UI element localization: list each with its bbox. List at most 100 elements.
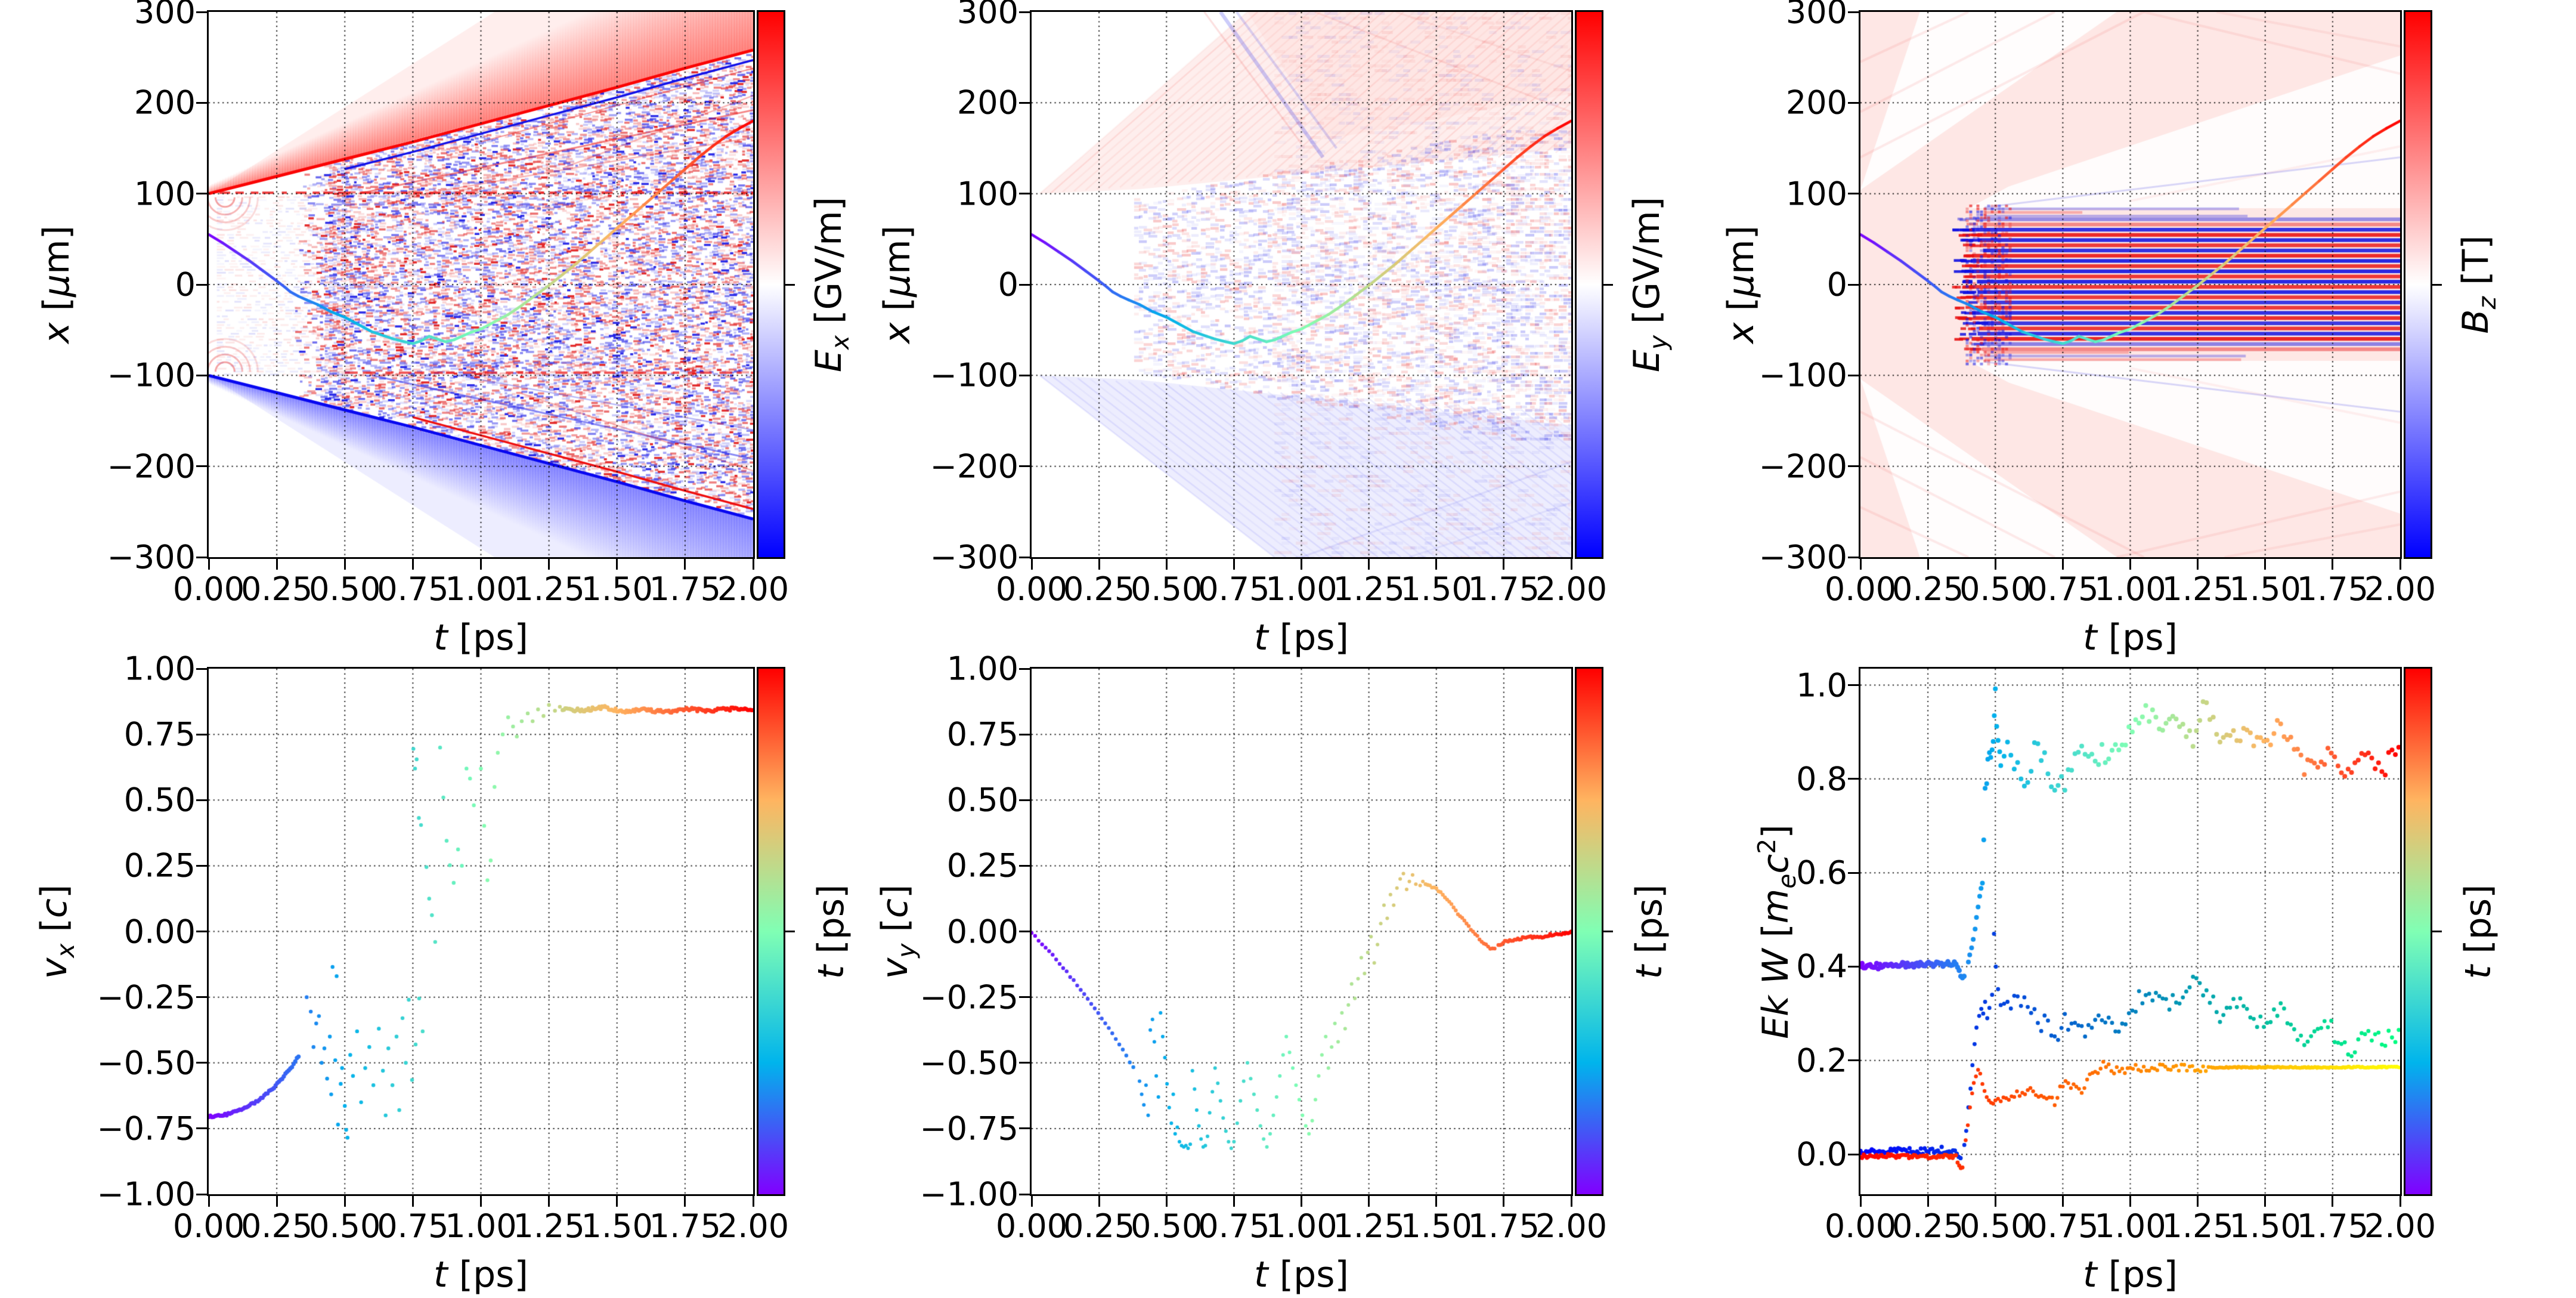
x-tick-mark bbox=[208, 559, 210, 570]
y-tick-mark bbox=[1848, 101, 1859, 104]
panel-ek: 0.00 0.25 0.50 0.75 1.00 1.25 1.50 1.75 2.00 1.0 0… bbox=[1717, 649, 2576, 1298]
y-tick-mark bbox=[196, 733, 207, 735]
x-tick-label: 1.75 bbox=[2296, 570, 2368, 608]
x-tick-mark bbox=[1435, 1196, 1438, 1207]
y-tick-mark bbox=[1848, 556, 1859, 558]
y-axis-label: x [μm] bbox=[1720, 225, 1762, 344]
colorbar-tick bbox=[2432, 931, 2442, 932]
x-tick-label: 0.00 bbox=[172, 1207, 245, 1245]
x-axis-label: t [ps] bbox=[434, 1254, 528, 1296]
x-tick-label: 1.50 bbox=[581, 570, 653, 608]
y-tick-mark bbox=[1848, 778, 1859, 780]
label-segment: μ bbox=[36, 274, 78, 298]
y-tick-mark bbox=[1848, 684, 1859, 687]
x-tick-mark bbox=[752, 1196, 754, 1207]
y-tick-label: 0 bbox=[175, 265, 196, 304]
label-segment: m] bbox=[36, 225, 78, 274]
y-tick-label: −300 bbox=[107, 538, 196, 576]
y-tick-label: 0.0 bbox=[1796, 1135, 1847, 1173]
label-segment: [ps] bbox=[1628, 884, 1670, 965]
panel-vy: 0.00 0.25 0.50 0.75 1.00 1.25 1.50 1.75 2.00 1.00… bbox=[859, 649, 1717, 1298]
panel-vx: 0.00 0.25 0.50 0.75 1.00 1.25 1.50 1.75 2.00 1.00… bbox=[0, 649, 859, 1298]
y-tick-label: 0.8 bbox=[1796, 760, 1847, 798]
ey-canvas bbox=[1032, 12, 1571, 557]
ek-plot-area bbox=[1859, 667, 2402, 1196]
y-tick-mark bbox=[1019, 996, 1030, 999]
x-tick-label: 0.25 bbox=[241, 1207, 313, 1245]
x-tick-mark bbox=[1503, 559, 1505, 570]
colorbar-tick bbox=[785, 931, 795, 932]
y-tick-label: −100 bbox=[1758, 356, 1847, 394]
x-tick-mark bbox=[1165, 559, 1168, 570]
x-tick-mark bbox=[684, 1196, 686, 1207]
label-segment: [ps] bbox=[1268, 1254, 1349, 1296]
label-segment bbox=[1755, 984, 1797, 996]
y-axis-label: x [μm] bbox=[36, 225, 78, 344]
panel-ex: 0.00 0.25 0.50 0.75 1.00 1.25 1.50 1.75 2.00 300 2… bbox=[0, 0, 859, 659]
y-tick-label: 0.75 bbox=[946, 715, 1018, 753]
colorbar-tick bbox=[785, 283, 795, 286]
x-tick-label: 2.00 bbox=[717, 1207, 789, 1245]
y-tick-label: 1.00 bbox=[123, 650, 196, 688]
ex-plot-area bbox=[207, 10, 755, 559]
label-segment: ] bbox=[33, 884, 75, 898]
x-tick-label: 0.75 bbox=[1198, 1207, 1270, 1245]
y-tick-mark bbox=[1019, 465, 1030, 468]
y-tick-mark bbox=[196, 799, 207, 801]
label-segment: [ bbox=[877, 297, 918, 323]
x-tick-mark bbox=[480, 1196, 482, 1207]
vx-plot-area bbox=[207, 667, 755, 1196]
y-tick-mark bbox=[1848, 11, 1859, 13]
y-tick-label: 300 bbox=[134, 0, 196, 31]
x-tick-mark bbox=[2264, 559, 2267, 570]
ek-canvas bbox=[1860, 669, 2400, 1194]
label-segment: v bbox=[33, 957, 75, 979]
label-segment: e bbox=[1773, 873, 1801, 889]
x-tick-label: 0.50 bbox=[1959, 1207, 2032, 1245]
label-segment: m] bbox=[1720, 225, 1762, 274]
label-segment: t bbox=[2083, 617, 2097, 659]
x-axis-label: t [ps] bbox=[1254, 1254, 1349, 1296]
y-axis-label: vx [c] bbox=[33, 884, 80, 979]
label-segment: μ bbox=[877, 274, 918, 298]
x-tick-label: 1.75 bbox=[1467, 570, 1540, 608]
y-tick-mark bbox=[1019, 1193, 1030, 1195]
y-tick-mark bbox=[1848, 1059, 1859, 1062]
ex-colorbar bbox=[757, 10, 785, 559]
vy-canvas bbox=[1032, 669, 1571, 1194]
x-tick-mark bbox=[2332, 1196, 2334, 1207]
y-tick-mark bbox=[1019, 193, 1030, 195]
y-tick-label: 0.6 bbox=[1796, 854, 1847, 892]
y-tick-mark bbox=[196, 556, 207, 558]
x-tick-label: 1.00 bbox=[445, 1207, 517, 1245]
x-tick-mark bbox=[1435, 559, 1438, 570]
x-tick-label: 1.75 bbox=[649, 1207, 721, 1245]
x-tick-mark bbox=[548, 1196, 550, 1207]
label-segment: x bbox=[1720, 322, 1762, 344]
y-tick-mark bbox=[1848, 871, 1859, 874]
y-tick-mark bbox=[196, 931, 207, 932]
y-tick-label: 1.0 bbox=[1796, 666, 1847, 704]
y-tick-label: −200 bbox=[930, 447, 1018, 485]
x-tick-label: 0.25 bbox=[1892, 1207, 1964, 1245]
y-tick-mark bbox=[196, 101, 207, 104]
ek-colorbar-label: t [ps] bbox=[2457, 884, 2499, 979]
x-tick-label: 0.25 bbox=[241, 570, 313, 608]
x-tick-label: 1.75 bbox=[649, 570, 721, 608]
y-tick-label: −300 bbox=[930, 538, 1018, 576]
x-tick-label: 1.75 bbox=[1467, 1207, 1540, 1245]
label-segment: W bbox=[1755, 948, 1797, 984]
x-tick-mark bbox=[343, 1196, 346, 1207]
y-tick-mark bbox=[1848, 465, 1859, 468]
x-tick-label: 0.00 bbox=[1824, 570, 1897, 608]
x-tick-mark bbox=[616, 559, 618, 570]
y-tick-label: 300 bbox=[1785, 0, 1847, 31]
y-tick-mark bbox=[196, 193, 207, 195]
ey-colorbar bbox=[1575, 10, 1603, 559]
y-tick-label: 0 bbox=[1826, 265, 1847, 304]
x-tick-label: 1.50 bbox=[581, 1207, 653, 1245]
x-tick-label: 0.75 bbox=[2027, 570, 2099, 608]
x-tick-label: 1.25 bbox=[513, 1207, 585, 1245]
y-tick-label: 100 bbox=[956, 174, 1018, 212]
